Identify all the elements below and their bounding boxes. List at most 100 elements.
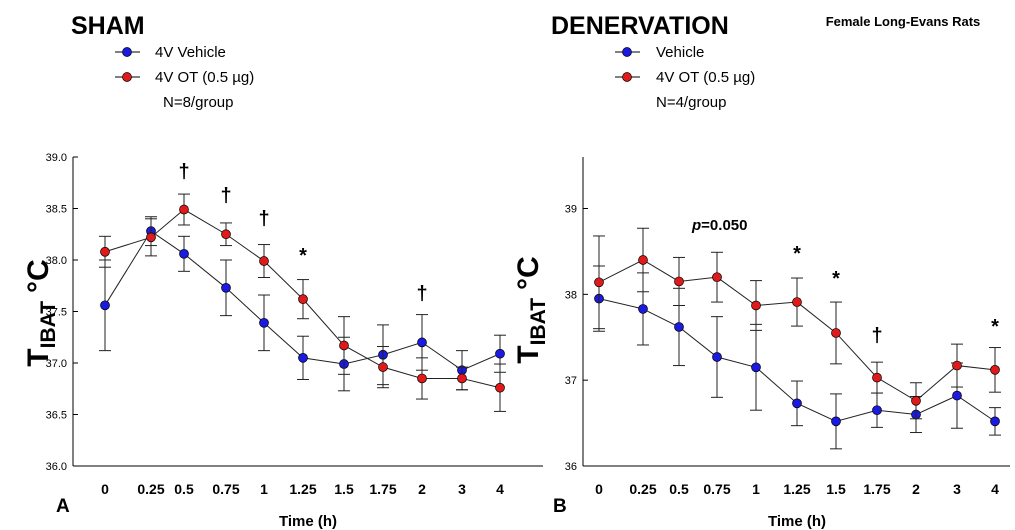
significance-mark-a: †	[416, 283, 427, 305]
legend-b-vehicle-label: Vehicle	[656, 44, 704, 61]
panel-a-n: N=8/group	[163, 94, 233, 111]
x-tick-label-a: 4	[496, 481, 504, 497]
x-tick-label-b: 0	[595, 481, 603, 497]
point-vehicle-b	[751, 362, 761, 373]
panel-b: DENERVATION Vehicle 4V OT (0.5 µg) N=4/g…	[512, 12, 826, 530]
point-ot-b	[792, 297, 802, 307]
significance-mark-b: *	[991, 316, 999, 338]
panel-b-ylabel-t: T	[512, 345, 545, 363]
point-vehicle-a	[259, 317, 269, 328]
point-ot-b	[751, 300, 761, 311]
panel-a: SHAM 4V Vehicle 4V OT (0.5 µg) N=8/group…	[22, 12, 337, 530]
point-ot-a	[146, 232, 156, 243]
panel-a-ylabel-unit: °C	[22, 259, 55, 293]
legend-a-ot-marker	[122, 72, 132, 82]
point-vehicle-a	[179, 248, 189, 259]
x-tick-label-a: 1	[260, 481, 268, 497]
point-ot-b	[638, 255, 648, 265]
x-tick-label-a: 0	[101, 481, 109, 497]
x-tick-label-a: 0.5	[174, 481, 194, 497]
panel-a-letter: A	[56, 496, 70, 517]
y-tick-label-a: 37.0	[46, 358, 67, 370]
point-vehicle-b	[674, 322, 684, 332]
x-tick-label-b: 4	[991, 481, 999, 497]
point-ot-a	[495, 382, 505, 393]
panel-b-letter: B	[553, 496, 567, 517]
panel-b-ylabel: TIBAT °C	[512, 256, 550, 363]
point-ot-b	[594, 277, 604, 288]
significance-mark-a: †	[258, 208, 269, 230]
y-tick-label-a: 36.0	[46, 461, 67, 473]
point-ot-a	[221, 229, 231, 240]
point-vehicle-b	[792, 398, 802, 409]
point-vehicle-b	[831, 416, 841, 427]
x-tick-label-b: 0.25	[629, 481, 656, 497]
y-tick-label-b: 37	[565, 375, 577, 387]
point-vehicle-a	[495, 348, 505, 359]
point-ot-b	[872, 372, 882, 383]
point-ot-b	[712, 272, 722, 283]
x-tick-label-a: 3	[458, 481, 466, 497]
panel-b-title: DENERVATION	[551, 12, 729, 40]
panel-b-n: N=4/group	[656, 94, 726, 111]
x-tick-label-b: 1.5	[826, 481, 846, 497]
point-ot-a	[339, 340, 349, 351]
y-tick-label-b: 39	[565, 204, 577, 216]
panel-b-xlabel: Time (h)	[768, 513, 826, 530]
point-vehicle-b	[872, 405, 882, 416]
legend-b-ot-label: 4V OT (0.5 µg)	[656, 69, 755, 86]
x-tick-label-b: 1.75	[863, 481, 890, 497]
y-tick-label-a: 36.5	[46, 410, 67, 422]
significance-mark-b: †	[871, 325, 882, 347]
plot-areas: 36.0 36.5 37.0 37.5 38.0 38.5 39.0 0 0.25 0.5 0.75…	[46, 152, 1010, 497]
x-tick-label-b: 3	[953, 481, 961, 497]
y-tick-label-a: 38.5	[46, 204, 67, 216]
legend-a-vehicle-marker	[122, 47, 132, 57]
x-tick-label-a: 0.75	[212, 481, 239, 497]
legend-a-vehicle-label: 4V Vehicle	[155, 44, 226, 61]
x-tick-label-b: 1	[752, 481, 760, 497]
x-tick-label-b: 0.5	[669, 481, 689, 497]
x-tick-label-b: 1.25	[783, 481, 810, 497]
point-ot-a	[417, 373, 427, 384]
legend-a-ot-label: 4V OT (0.5 µg)	[155, 69, 254, 86]
panel-a-title: SHAM	[71, 12, 145, 40]
significance-mark-b: *	[793, 243, 801, 265]
figure-note: Female Long-Evans Rats	[826, 14, 981, 29]
x-tick-label-a: 0.25	[137, 481, 164, 497]
point-vehicle-b	[638, 304, 648, 314]
point-ot-b	[911, 395, 921, 406]
significance-mark-b: *	[832, 268, 840, 290]
y-tick-label-b: 38	[565, 289, 577, 301]
point-ot-a	[100, 246, 110, 257]
panel-b-p-symbol: p	[691, 217, 701, 234]
x-tick-label-a: 1.75	[369, 481, 396, 497]
point-ot-a	[259, 256, 269, 266]
x-tick-label-b: 0.75	[703, 481, 730, 497]
point-ot-b	[831, 328, 841, 338]
panel-b-ylabel-sub: IBAT	[527, 298, 550, 346]
x-tick-label-b: 2	[912, 481, 920, 497]
panel-a-ylabel-sub: IBAT	[37, 301, 60, 349]
x-tick-label-a: 1.25	[289, 481, 316, 497]
panel-a-ylabel-t: T	[22, 348, 55, 366]
y-tick-label-b: 36	[565, 461, 577, 473]
point-ot-a	[378, 362, 388, 372]
panel-b-p-value: =0.050	[701, 217, 747, 234]
significance-mark-a: *	[299, 245, 307, 267]
point-ot-b	[952, 360, 962, 371]
point-vehicle-b	[712, 352, 722, 362]
point-vehicle-a	[100, 300, 110, 311]
point-vehicle-a	[221, 282, 231, 293]
plot-a: 36.0 36.5 37.0 37.5 38.0 38.5 39.0 0 0.25 0.5 0.75…	[46, 152, 543, 497]
panel-b-p-annotation: p=0.050	[691, 217, 747, 234]
point-ot-a	[457, 373, 467, 384]
point-ot-a	[298, 294, 308, 304]
x-tick-label-a: 1.5	[334, 481, 354, 497]
y-tick-label-a: 37.5	[46, 307, 67, 319]
point-ot-a	[179, 204, 189, 215]
panel-a-ylabel: TIBAT °C	[22, 259, 60, 366]
significance-mark-a: †	[220, 185, 231, 207]
panel-a-xlabel: Time (h)	[279, 513, 337, 530]
